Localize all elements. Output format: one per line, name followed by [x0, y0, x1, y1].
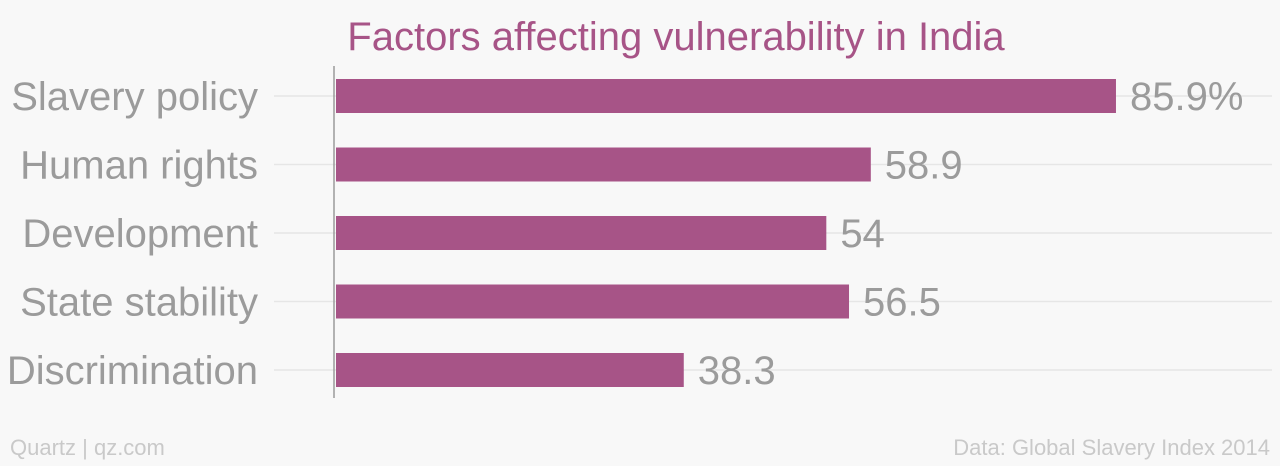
footer-brand: Quartz | qz.com — [10, 435, 165, 460]
chart-title: Factors affecting vulnerability in India — [347, 15, 1005, 59]
category-label: Human rights — [20, 144, 258, 188]
bar — [336, 353, 684, 387]
category-label: Development — [22, 212, 258, 256]
bars — [336, 79, 1116, 387]
value-label: 54 — [840, 212, 885, 256]
bar — [336, 79, 1116, 113]
value-label: 38.3 — [698, 349, 776, 393]
category-labels: Slavery policy Human rights Development Sta… — [7, 75, 258, 393]
bar — [336, 216, 827, 250]
category-label: Discrimination — [7, 349, 258, 393]
category-label: State stability — [20, 281, 258, 325]
value-labels: 85.9% 58.954 56.5 38.3 — [698, 75, 1244, 393]
category-label: Slavery policy — [11, 75, 258, 119]
bar — [336, 284, 850, 319]
value-label: 85.9% — [1130, 75, 1243, 119]
value-label: 56.5 — [863, 281, 941, 325]
value-label: 58.9 — [885, 144, 963, 188]
footer-source: Data: Global Slavery Index 2014 — [953, 435, 1270, 460]
bar — [336, 147, 871, 182]
